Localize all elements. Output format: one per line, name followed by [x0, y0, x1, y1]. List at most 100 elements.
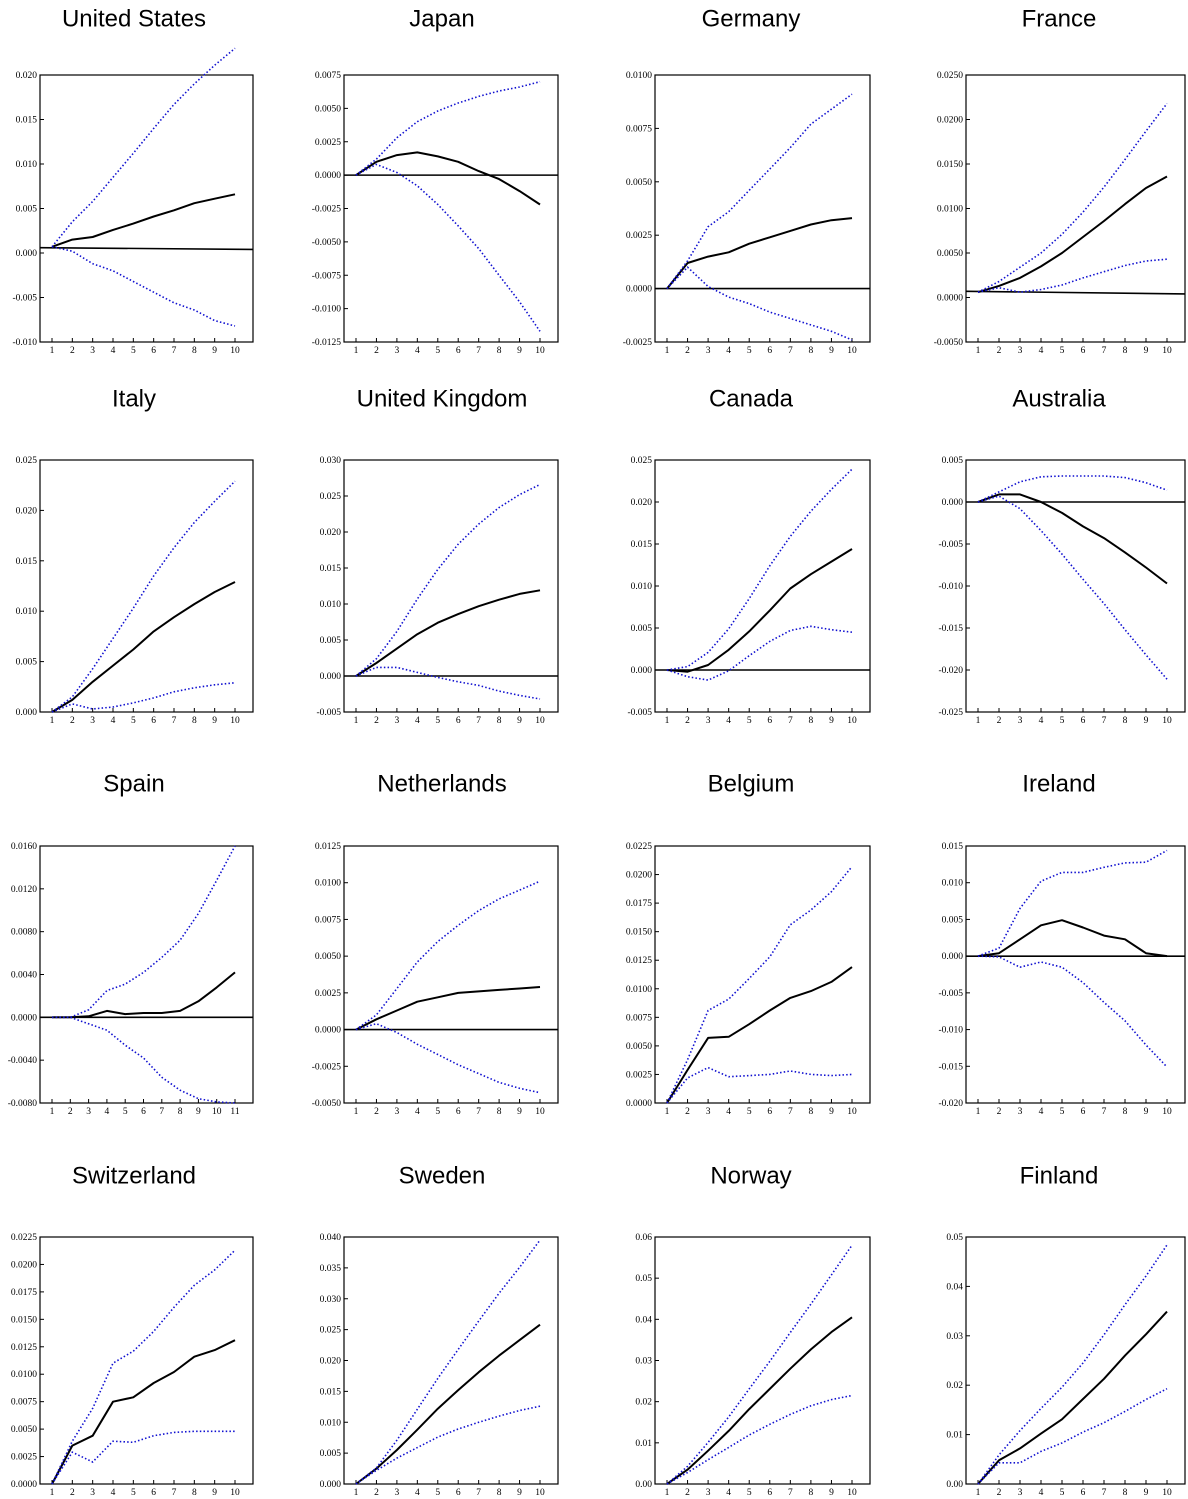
lower-band-line: [666, 625, 853, 681]
response-line: [977, 175, 1168, 294]
x-tick-label: 9: [829, 1107, 834, 1117]
x-tick-label: 7: [476, 716, 481, 726]
lower-band-line: [355, 666, 541, 700]
chart-panel-13: Sweden 0.040 0.035 0.030 0.025 0.020 0.015 0.01…: [320, 1162, 559, 1498]
x-tick-label: 5: [435, 1107, 440, 1117]
x-tick-label: 10: [535, 1488, 545, 1498]
y-tick-label: -0.010: [938, 1026, 963, 1036]
y-tick-label: 0.000: [320, 672, 342, 682]
x-tick-label: 4: [726, 1488, 731, 1498]
x-tick-label: 4: [415, 1488, 420, 1498]
y-tick-label: 0.0000: [315, 1026, 341, 1036]
y-tick-label: 0.0025: [315, 989, 341, 999]
x-tick-label: 6: [456, 1488, 461, 1498]
plot-frame: [965, 845, 1186, 1104]
x-tick-label: 3: [706, 716, 711, 726]
x-tick-label: 4: [1039, 716, 1044, 726]
y-tick-label: -0.0025: [312, 205, 342, 215]
x-tick-label: 9: [212, 1488, 217, 1498]
upper-band-line: [52, 845, 236, 1019]
y-tick-label: 0.0200: [626, 871, 652, 881]
upper-band-line: [977, 475, 1168, 503]
x-tick-label: 8: [192, 346, 197, 356]
y-tick-label: -0.005: [316, 708, 341, 718]
y-tick-label: 0.005: [631, 624, 653, 634]
x-tick-label: 9: [517, 346, 522, 356]
lower-band-line: [355, 1022, 541, 1094]
y-tick-label: 0.0050: [315, 952, 341, 962]
y-tick-label: -0.005: [12, 294, 37, 304]
x-tick-label: 3: [90, 716, 95, 726]
x-tick-label: 7: [788, 716, 793, 726]
x-tick-label: 6: [141, 1107, 146, 1117]
y-tick-label: -0.0125: [312, 338, 342, 348]
x-tick-label: 1: [354, 1107, 359, 1117]
x-tick-label: 6: [456, 346, 461, 356]
x-tick-label: 8: [809, 1488, 814, 1498]
chart-title: United States: [62, 5, 206, 32]
lower-band-line: [355, 1405, 541, 1485]
x-tick-label: 2: [685, 346, 690, 356]
x-tick-label: 4: [1039, 346, 1044, 356]
x-tick-label: 2: [997, 716, 1002, 726]
x-tick-label: 2: [997, 1488, 1002, 1498]
x-tick-label: 6: [151, 346, 156, 356]
upper-band-line: [355, 80, 541, 176]
y-tick-label: 0.040: [320, 1233, 342, 1243]
chart-panel-11: Ireland 0.015 0.010 0.005 0.000 -0.005 -0.010 -…: [938, 770, 1186, 1117]
x-tick-label: 4: [111, 1488, 116, 1498]
x-tick-label: 1: [665, 716, 670, 726]
y-tick-label: -0.020: [938, 666, 963, 676]
x-tick-label: 7: [1102, 1488, 1107, 1498]
y-tick-label: 0.005: [320, 636, 342, 646]
x-tick-label: 10: [230, 1488, 240, 1498]
y-tick-label: 0.0225: [626, 842, 652, 852]
y-tick-label: 0.005: [16, 205, 38, 215]
x-tick-label: 10: [847, 1488, 857, 1498]
y-tick-label: 0.0200: [11, 1260, 37, 1270]
y-tick-label: 0.0150: [937, 160, 963, 170]
x-tick-label: 5: [131, 716, 136, 726]
y-tick-label: 0.0000: [626, 285, 652, 295]
chart-panel-10: Belgium 0.0225 0.0200 0.0175 0.0150 0.0125 0.0…: [626, 770, 871, 1117]
plot-frame: [654, 74, 871, 343]
x-tick-label: 6: [456, 716, 461, 726]
chart-title: Finland: [1020, 1162, 1099, 1189]
y-tick-label: 0.0120: [11, 885, 37, 895]
x-tick-label: 8: [497, 716, 502, 726]
response-line: [977, 493, 1168, 585]
chart-title: United Kingdom: [357, 385, 528, 412]
x-tick-label: 2: [685, 716, 690, 726]
y-tick-label: 0.005: [942, 456, 964, 466]
response-line: [51, 193, 236, 248]
chart-title: Japan: [409, 5, 474, 32]
y-tick-label: 0.0100: [626, 985, 652, 995]
y-tick-label: -0.0050: [312, 1099, 342, 1109]
upper-band-line: [977, 1244, 1168, 1485]
x-tick-label: 9: [517, 716, 522, 726]
y-tick-label: 0.01: [635, 1439, 652, 1449]
y-tick-label: 0.010: [320, 600, 342, 610]
x-tick-label: 7: [788, 1107, 793, 1117]
x-tick-label: 2: [70, 716, 75, 726]
x-tick-label: 5: [747, 1107, 752, 1117]
upper-band-line: [355, 483, 541, 677]
x-tick-label: 7: [159, 1107, 164, 1117]
response-line: [666, 548, 853, 673]
y-tick-label: 0.030: [320, 1295, 342, 1305]
response-line: [977, 1310, 1168, 1485]
y-tick-label: 0.00: [635, 1480, 652, 1490]
x-tick-label: 3: [90, 346, 95, 356]
x-tick-label: 2: [374, 346, 379, 356]
y-tick-label: 0.0080: [11, 928, 37, 938]
response-line: [355, 589, 541, 677]
y-tick-label: -0.0040: [8, 1056, 38, 1066]
response-line: [52, 971, 236, 1019]
upper-band-line: [51, 1249, 236, 1485]
upper-band-line: [666, 1244, 853, 1485]
plot-frame: [654, 459, 871, 713]
response-line: [666, 966, 853, 1104]
y-tick-label: 0.015: [16, 116, 38, 126]
upper-band-line: [977, 849, 1168, 957]
y-tick-label: 0.0025: [11, 1453, 37, 1463]
